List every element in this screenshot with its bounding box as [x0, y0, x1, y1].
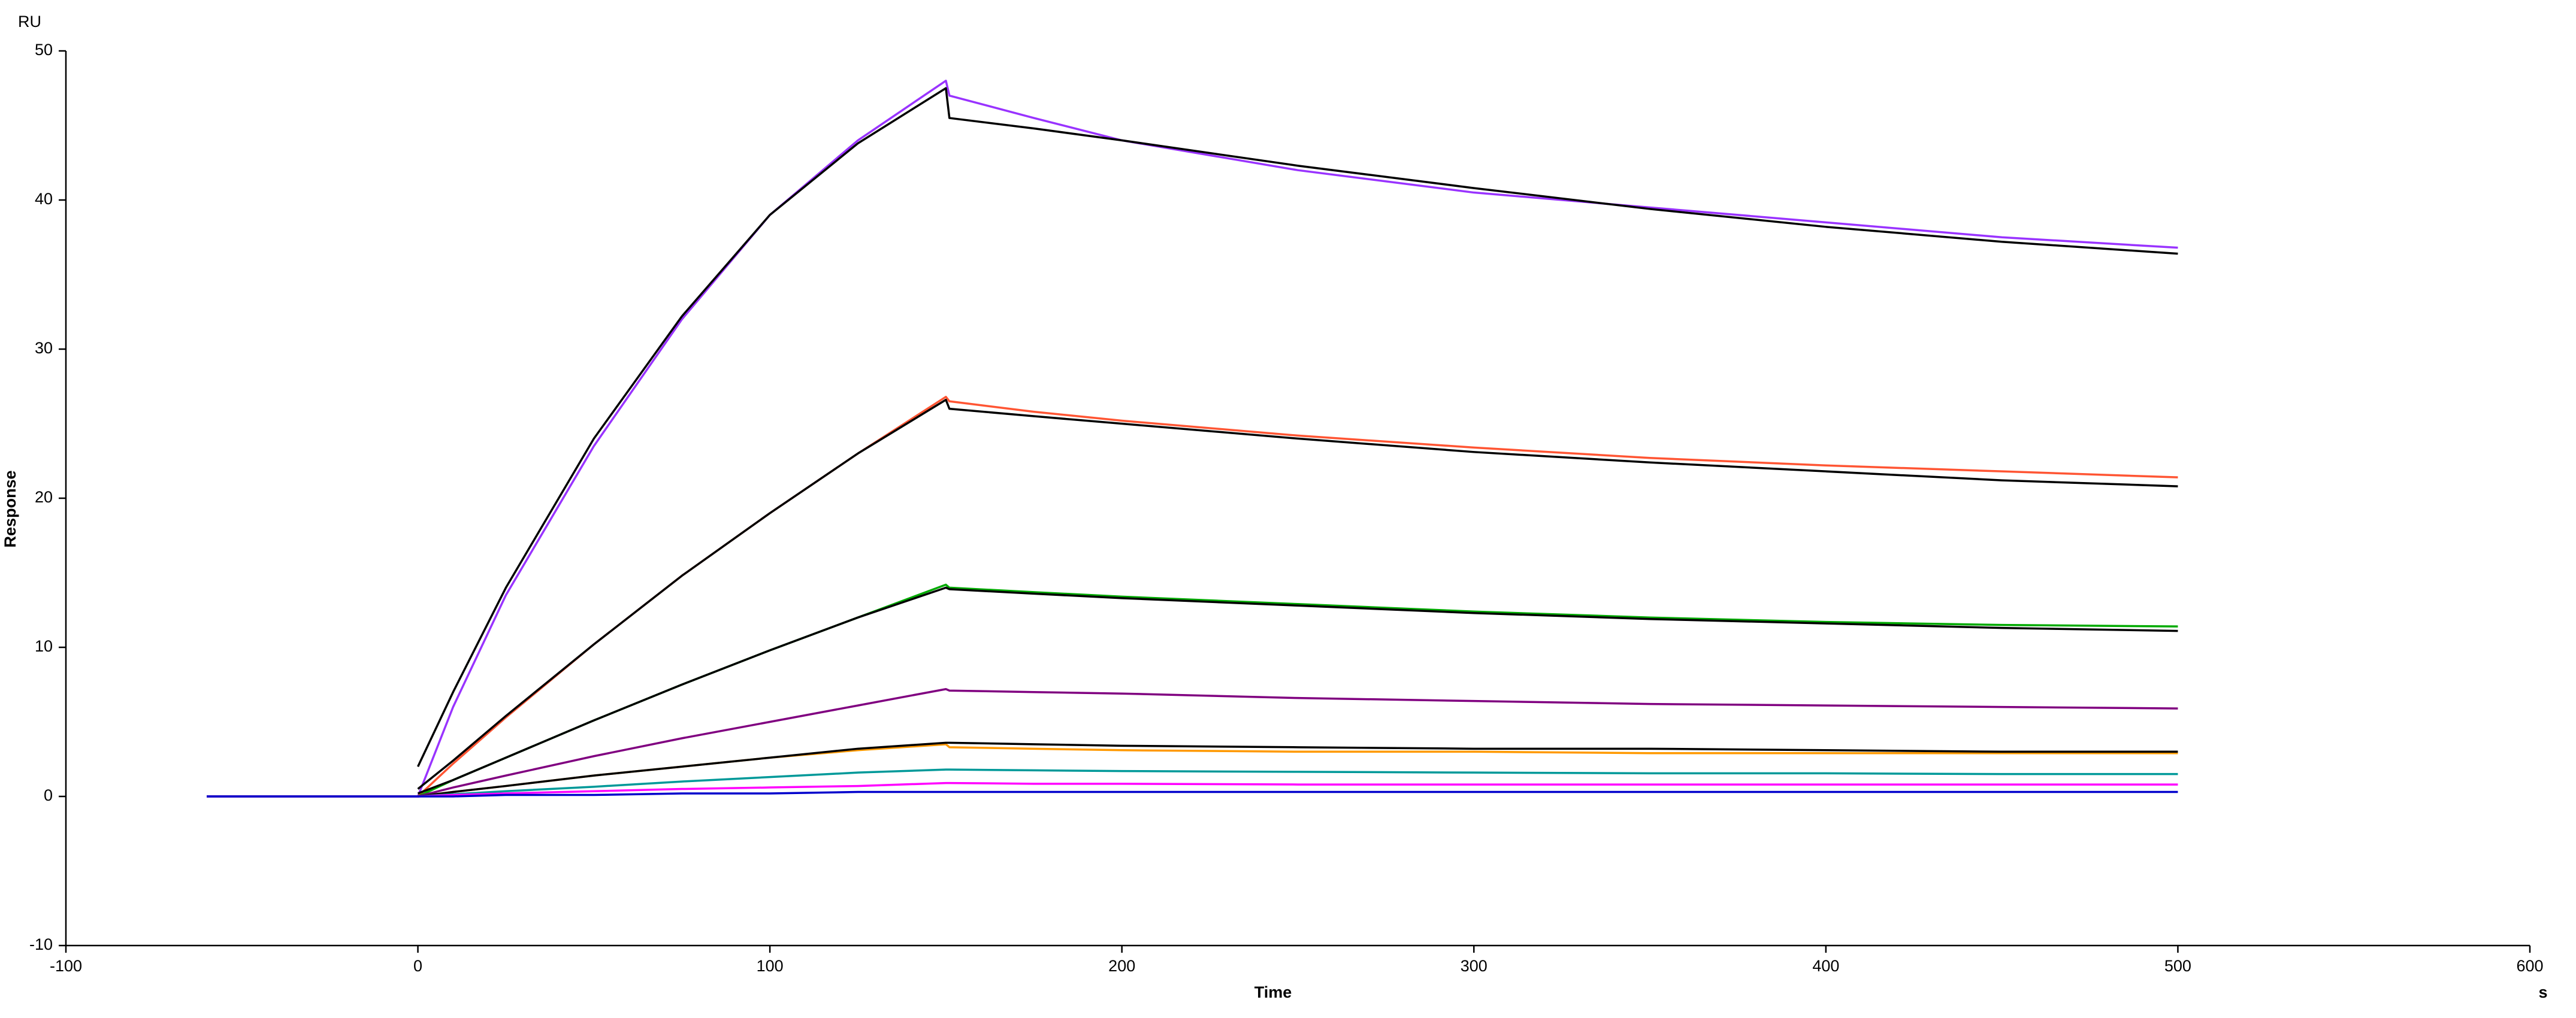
y-tick-label: 0 — [44, 786, 53, 804]
y-unit: RU — [18, 13, 41, 31]
x-axis-label: Time — [1254, 983, 1292, 1001]
series-line — [416, 87, 2178, 767]
y-tick-label: 40 — [35, 190, 53, 208]
x-tick-label: 0 — [413, 957, 422, 975]
series-line — [207, 790, 2178, 798]
series-line — [207, 395, 2178, 798]
x-tick-label: 300 — [1461, 957, 1487, 975]
x-tick-label: 500 — [2164, 957, 2191, 975]
series-line — [418, 741, 2178, 798]
x-tick-label: 100 — [757, 957, 784, 975]
series-line — [417, 586, 2178, 795]
y-axis-label: Response — [1, 470, 19, 547]
series-line — [207, 768, 2178, 798]
x-tick-label: 600 — [2516, 957, 2543, 975]
y-tick-label: 20 — [35, 488, 53, 506]
series-line — [417, 398, 2178, 790]
y-tick-label: -10 — [29, 935, 53, 953]
series-line — [207, 781, 2178, 798]
x-tick-label: 400 — [1812, 957, 1839, 975]
x-unit: s — [2538, 983, 2547, 1001]
y-tick-label: 50 — [35, 41, 53, 59]
series-line — [207, 583, 2178, 798]
x-tick-label: -100 — [50, 957, 82, 975]
series-line — [207, 80, 2178, 798]
y-tick-label: 30 — [35, 339, 53, 357]
y-tick-label: 10 — [35, 637, 53, 655]
series-line — [207, 687, 2178, 798]
x-tick-label: 200 — [1108, 957, 1135, 975]
